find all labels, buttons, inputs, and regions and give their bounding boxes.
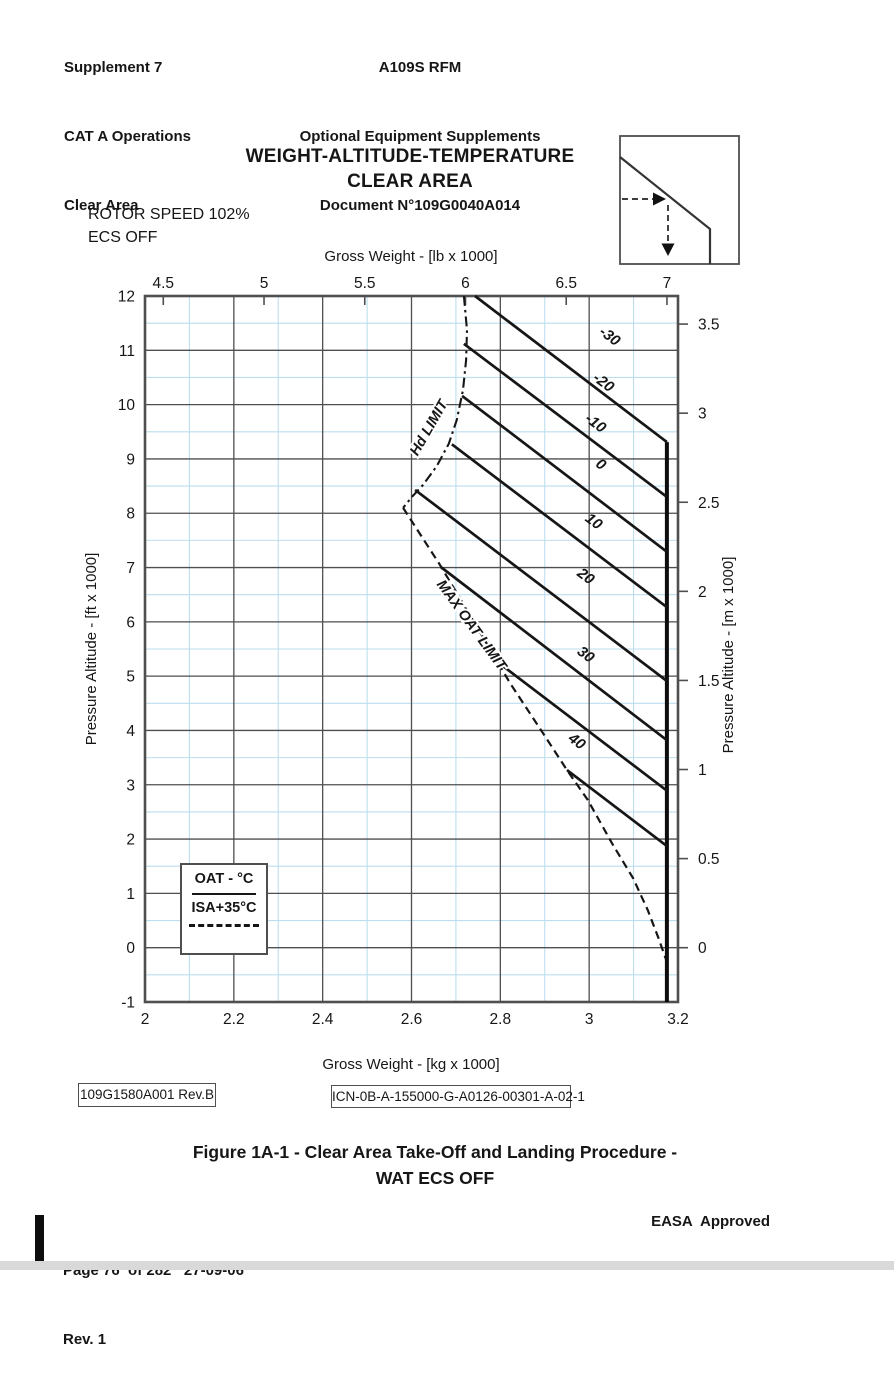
figure-caption: Figure 1A-1 - Clear Area Take-Off and La…: [192, 1142, 678, 1188]
header-supplements: Optional Equipment Supplements: [299, 128, 541, 145]
oat-label-40: 40: [564, 729, 589, 754]
left-axis-tick-label: 1: [126, 886, 135, 903]
oat-line--20: [463, 342, 668, 498]
footer-approval: EASA Approved: [651, 1213, 770, 1230]
right-axis-tick-label: 3: [698, 406, 707, 423]
top-axis-tick-label: 4.5: [153, 275, 175, 292]
bottom-axis-tick-label: 2.6: [401, 1011, 423, 1028]
page-edge-strip: [0, 1261, 894, 1270]
legend-solid-line-sample: [192, 893, 256, 895]
wat-chart: 4.5 5 5.5 6 6.5 72 2.2 2.4 2.6 2.8 3 3.212111098765…: [83, 135, 740, 1073]
oat-line-30: [498, 662, 668, 792]
left-axis-tick-label: 0: [126, 940, 135, 957]
left-axis-tick-label: 3: [126, 777, 135, 794]
left-axis-tick-label: 8: [126, 506, 135, 523]
manual-page: { "header": { "left_lines": ["Supplement…: [0, 10, 894, 1348]
oat-line-20: [439, 565, 668, 742]
max-oat-limit-curve: [402, 507, 668, 963]
footer-page-block: Page 76 of 282 27-09-06 Rev. 1: [63, 1213, 244, 1374]
chart-title-line1: WEIGHT-ALTITUDE-TEMPERATURE: [245, 146, 575, 167]
right-axis-tick-label: 2: [698, 584, 707, 601]
header-rfm: A109S RFM: [378, 59, 462, 76]
right-axis-tick-label: 2.5: [698, 495, 720, 512]
usage-inset-box: [619, 135, 740, 265]
top-axis-tick-label: 7: [663, 275, 672, 292]
top-axis-tick-label: 6.5: [555, 275, 577, 292]
oat-line-40: [566, 769, 668, 848]
header-center-block: A109S RFM Optional Equipment Supplements…: [170, 10, 670, 240]
left-axis-tick-label: 9: [126, 451, 135, 468]
drawing-reference-box: 109G1580A001 Rev.B: [78, 1083, 216, 1107]
legend-oat-label: OAT - °C: [194, 871, 254, 887]
left-axis-tick-label: 7: [126, 560, 135, 577]
top-axis-title: Gross Weight - [lb x 1000]: [324, 248, 497, 265]
header-clear-area: Clear Area: [64, 197, 139, 214]
header-cat-a: CAT A Operations: [64, 128, 191, 145]
legend-isa-label: ISA+35°C: [191, 900, 257, 916]
plot-border: [143, 294, 680, 1004]
oat-label--10: -10: [582, 410, 610, 437]
chart-title: WEIGHT-ALTITUDE-TEMPERATURE CLEAR AREA: [100, 144, 720, 194]
right-axis-tick-label: 1.5: [698, 673, 720, 690]
left-axis-tick-label: 10: [118, 397, 136, 414]
bottom-axis-tick-label: 3: [585, 1011, 594, 1028]
header-document-number: Document N°109G0040A014: [319, 197, 521, 214]
left-axis-tick-label: 5: [126, 669, 135, 686]
left-axis-tick-label: -1: [121, 995, 135, 1012]
chart-legend: OAT - °C ISA+35°C: [180, 863, 268, 955]
usage-inset-envelope: [619, 156, 712, 264]
chart-conditions: ROTOR SPEED 102% ECS OFF: [88, 203, 250, 249]
top-axis-tick-label: 5: [260, 275, 269, 292]
bottom-axis-tick-label: 2: [141, 1011, 150, 1028]
ecs-note: ECS OFF: [88, 229, 158, 246]
left-axis-title: Pressure Altitude - [ft x 1000]: [83, 553, 100, 746]
usage-inset-down-arrowhead: [661, 243, 675, 256]
icn-reference-box: ICN-0B-A-155000-G-A0126-00301-A-02-1: [331, 1085, 585, 1108]
left-axis-tick-label: 6: [126, 614, 135, 631]
oat-line-10: [414, 488, 668, 683]
oat-line--10: [461, 394, 668, 553]
right-axis-tick-label: 0.5: [698, 851, 720, 868]
left-axis-tick-label: 4: [126, 723, 135, 740]
top-axis-tick-label: 5.5: [354, 275, 376, 292]
bottom-axis-tick-label: 3.2: [667, 1011, 689, 1028]
bottom-axis-tick-label: 2.4: [312, 1011, 334, 1028]
chart-title-line2: CLEAR AREA: [347, 171, 473, 192]
usage-inset-right-arrowhead: [653, 192, 666, 206]
right-axis-tick-label: 1: [698, 762, 707, 779]
right-axis-tick-label: 3.5: [698, 317, 720, 334]
bottom-axis-tick-label: 2.8: [490, 1011, 512, 1028]
left-axis-tick-label: 2: [126, 832, 135, 849]
oat-line-0: [451, 443, 668, 609]
revision-change-bar: [35, 1215, 44, 1262]
top-axis-tick-label: 6: [461, 275, 470, 292]
oat-label--20: -20: [590, 369, 618, 396]
oat-label--30: -30: [596, 323, 624, 350]
legend-dashed-line-sample: [189, 924, 259, 927]
header-supplement: Supplement 7: [64, 59, 163, 76]
header-left-block: Supplement 7 CAT A Operations Clear Area: [64, 10, 191, 240]
left-axis-tick-label: 12: [118, 289, 135, 306]
oat-line--30: [474, 294, 668, 444]
bottom-axis-title: Gross Weight - [kg x 1000]: [322, 1056, 499, 1073]
footer-revision: Rev. 1: [63, 1331, 107, 1348]
hd-limit-label: Hd LIMIT: [407, 397, 452, 459]
oat-label-0: 0: [592, 455, 609, 474]
rotor-speed-note: ROTOR SPEED 102%: [88, 206, 250, 223]
oat-label-30: 30: [574, 643, 598, 667]
left-axis-tick-label: 11: [119, 343, 135, 360]
right-axis-title: Pressure Altitude - [m x 1000]: [720, 557, 737, 754]
bottom-axis-tick-label: 2.2: [223, 1011, 245, 1028]
right-axis-tick-label: 0: [698, 940, 707, 957]
